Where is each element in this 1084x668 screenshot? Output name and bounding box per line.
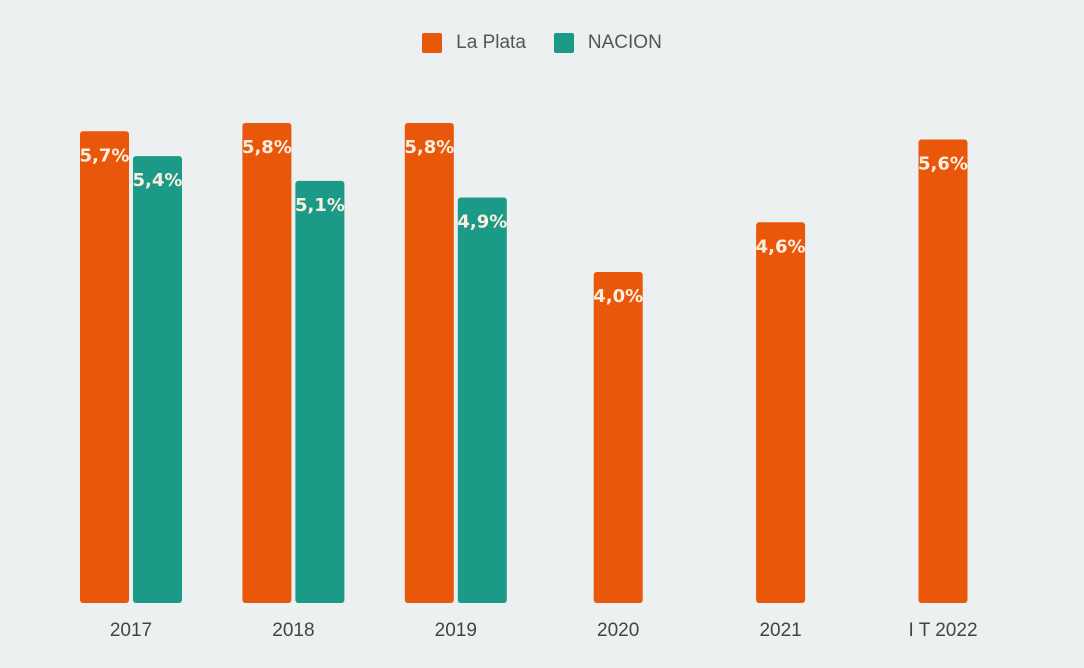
legend-item-la-plata[interactable]: La Plata	[422, 32, 526, 54]
x-tick-label: 2020	[597, 620, 639, 641]
x-tick-label: 2019	[435, 620, 477, 641]
data-label-nacion-2019: 4,9%	[457, 211, 507, 232]
legend-label-nacion: NACION	[587, 32, 662, 53]
data-label-la-plata-2018: 5,8%	[242, 137, 292, 158]
legend-swatch-nacion	[553, 33, 574, 53]
data-label-la-plata-2019: 5,8%	[404, 137, 454, 158]
data-label-la-plata-2020: 4,0%	[593, 286, 643, 307]
x-tick-label: 2018	[272, 620, 314, 641]
bar-nacion-2017	[133, 156, 182, 603]
x-tick-label: I T 2022	[908, 620, 977, 641]
bar-la-plata-2021	[756, 222, 806, 603]
data-label-nacion-2018: 5,1%	[295, 195, 345, 216]
x-tick-label: 2021	[759, 620, 801, 641]
legend-swatch-la-plata	[422, 33, 443, 53]
data-label-nacion-2017: 5,4%	[133, 170, 183, 191]
data-label-la-plata-2017: 5,7%	[80, 145, 130, 166]
x-tick-label: 2017	[110, 620, 152, 641]
bar-nacion-2018	[295, 180, 345, 603]
bar-la-plata-2017	[80, 131, 129, 603]
legend: La Plata NACION	[0, 32, 1084, 54]
bar-la-plata-I-T-2022	[918, 139, 968, 603]
data-label-la-plata-I-T-2022: 5,6%	[918, 154, 968, 175]
bar-nacion-2019	[457, 197, 507, 603]
bar-la-plata-2019	[404, 123, 454, 603]
legend-item-nacion[interactable]: NACION	[553, 32, 662, 54]
bar-la-plata-2018	[242, 123, 292, 603]
bar-la-plata-2020	[593, 271, 643, 603]
legend-label-la-plata: La Plata	[456, 32, 526, 53]
data-label-la-plata-2021: 4,6%	[756, 236, 806, 257]
